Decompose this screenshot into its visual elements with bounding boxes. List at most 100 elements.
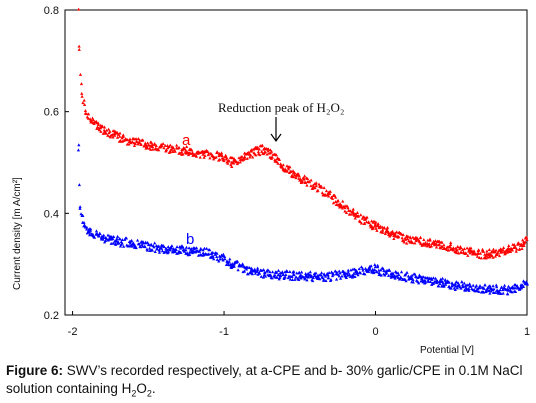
series-a-point: [427, 242, 431, 246]
series-a-point: [302, 174, 307, 178]
series-b-point: [227, 259, 231, 263]
series-a-point: [356, 214, 361, 218]
series-b-point: [184, 245, 189, 249]
series-b-point: [89, 227, 93, 231]
series-a-point: [401, 233, 405, 237]
series-b-point: [353, 275, 357, 279]
series-b-point: [256, 272, 260, 276]
x-axis-ticks: -2 -1 0 1: [68, 311, 530, 338]
series-b-point: [228, 257, 232, 261]
series-b-point: [497, 290, 502, 294]
caption-sub-2: 2: [146, 388, 152, 399]
series-b-point: [361, 268, 365, 272]
series-a-point: [508, 250, 513, 254]
series-a-point: [513, 245, 517, 249]
series-b-point: [277, 277, 281, 281]
series-b-point: [466, 283, 470, 287]
series-a-point: [343, 206, 347, 210]
series-b-point: [130, 244, 134, 248]
series-a-point: [86, 116, 90, 120]
series-a-point: [405, 241, 409, 245]
series-b-point: [428, 280, 433, 284]
series-b-point: [101, 235, 105, 239]
series-b-point: [135, 238, 140, 242]
series-a-point: [344, 211, 349, 215]
series-a-point: [99, 129, 103, 133]
series-b-point: [495, 285, 499, 289]
series-a-point: [522, 243, 526, 247]
series-a-point: [285, 169, 289, 173]
series-b-point: [88, 228, 92, 232]
series-b-point: [85, 227, 89, 231]
series-b-point: [162, 245, 166, 249]
series-b-point: [299, 273, 303, 277]
series-b-point: [502, 283, 507, 287]
series-a-point: [121, 133, 125, 137]
series-b-point: [431, 276, 436, 280]
series-a-point: [349, 212, 353, 216]
series-b-point: [153, 249, 157, 253]
series-b-point: [157, 248, 161, 252]
series-b-point: [478, 286, 482, 290]
series-a-point: [285, 164, 289, 168]
caption-mid: O: [136, 381, 147, 396]
series-b-point: [286, 276, 290, 280]
series-a-point: [485, 249, 489, 253]
series-b-point: [498, 288, 502, 292]
series-b-point: [150, 248, 154, 252]
series-a-point: [479, 256, 483, 260]
series-b-point: [118, 244, 123, 248]
series-a-point: [507, 243, 511, 247]
series-b-point: [276, 272, 280, 276]
series-b-point: [111, 236, 115, 240]
series-a-point: [434, 245, 439, 249]
series-b-point: [442, 284, 446, 288]
series-b-point: [111, 241, 115, 245]
series-b-point: [506, 284, 511, 288]
series-b-point: [338, 271, 342, 275]
series-b-point: [399, 275, 403, 279]
series-b-point: [459, 286, 463, 290]
series-a-point: [319, 184, 324, 188]
series-a-point: [365, 215, 369, 219]
series-a-point: [397, 234, 401, 238]
series-a-point: [323, 192, 327, 196]
series-b-point: [246, 272, 250, 276]
series-b-point: [357, 267, 361, 271]
series-a-point: [113, 133, 117, 137]
series-a-point: [362, 221, 367, 225]
series-a-point: [341, 199, 345, 203]
series-a-point: [78, 72, 83, 76]
series-a-point: [104, 131, 108, 135]
series-a-point: [203, 154, 207, 158]
series-b-point: [101, 237, 105, 241]
series-b-point: [340, 274, 344, 278]
series-b-point: [199, 246, 203, 250]
series-a-point: [525, 235, 529, 239]
series-a-point: [118, 131, 122, 135]
series-a-point: [381, 230, 385, 234]
series-b-point: [327, 271, 331, 275]
series-b-point: [491, 284, 495, 288]
series-b-point: [193, 250, 198, 254]
series-a-point: [145, 144, 149, 148]
series-a-point: [143, 142, 148, 146]
series-a-point: [206, 149, 210, 153]
series-a-point: [520, 247, 524, 251]
series-b-point: [256, 266, 260, 270]
series-a-point: [266, 149, 270, 153]
series-a-point: [106, 133, 110, 137]
series-a-point: [449, 242, 453, 246]
series-b-point: [232, 264, 236, 268]
series-a-point: [173, 149, 177, 153]
series-b-point: [211, 250, 215, 254]
series-b-point: [78, 205, 82, 209]
series-b-point: [283, 270, 287, 274]
series-b-point: [521, 285, 526, 289]
series-a-point: [128, 137, 132, 141]
series-a-point: [160, 144, 164, 148]
series-b-point: [261, 275, 266, 279]
series-a-point: [136, 136, 140, 140]
series-b-point: [218, 255, 223, 259]
series-b-point: [430, 277, 434, 281]
